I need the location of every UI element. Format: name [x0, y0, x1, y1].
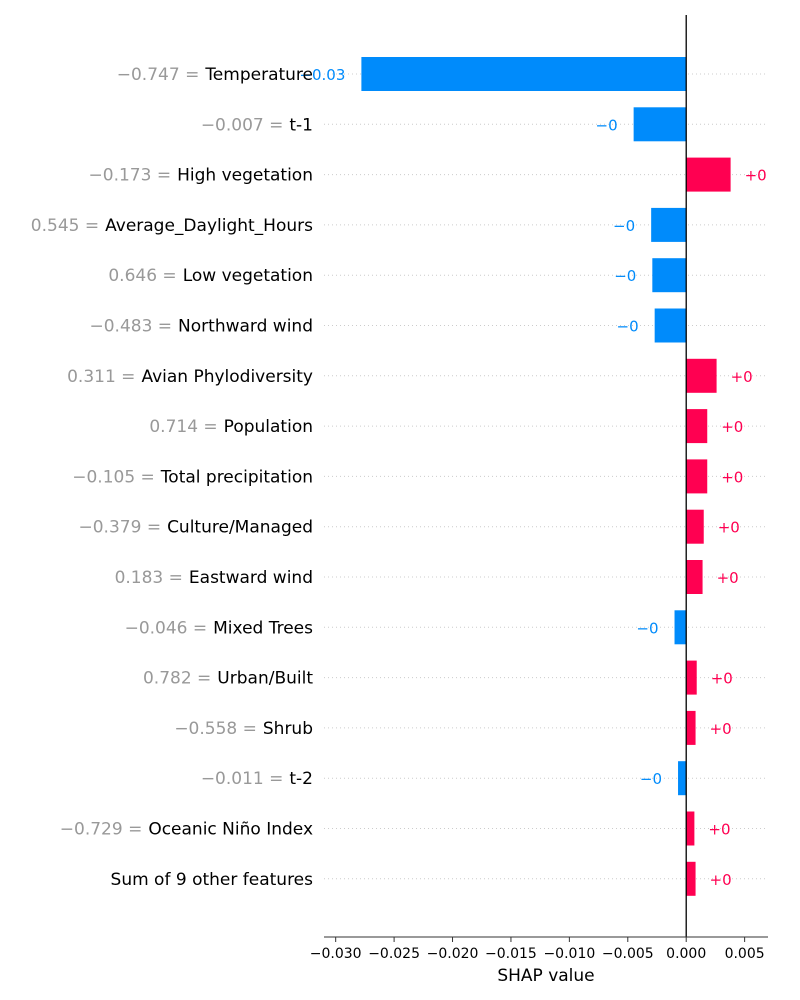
x-tick-label: −0.010 — [543, 946, 595, 962]
bar-mixed-trees — [674, 610, 687, 645]
feature-name: Shrub — [263, 719, 313, 739]
bar-culture-managed — [686, 509, 704, 544]
bar-oceanic-ni-o-index — [686, 811, 695, 846]
x-tick-label: 0.000 — [666, 946, 706, 962]
feature-name: Temperature — [204, 65, 313, 85]
bar-value-label: +0 — [731, 368, 753, 386]
bar-value-label: −0 — [614, 267, 636, 285]
feature-value: −0.558 = — [174, 719, 257, 739]
feature-value: 0.782 = — [143, 669, 211, 689]
bar-average-daylight-hours — [651, 207, 687, 242]
feature-value: 0.311 = — [67, 367, 135, 387]
feature-name: t-1 — [289, 115, 313, 135]
bar-high-vegetation — [686, 157, 731, 192]
feature-value: 0.646 = — [108, 266, 176, 286]
x-tick-label: 0.005 — [725, 946, 765, 962]
bar-total-precipitation — [686, 459, 708, 494]
bar-value-label: +0 — [711, 670, 733, 688]
bar-shrub — [686, 710, 696, 745]
bar-value-label: −0.03 — [299, 66, 345, 84]
x-tick-label: −0.020 — [427, 946, 479, 962]
bar-value-label: +0 — [745, 167, 767, 185]
x-axis-title: SHAP value — [497, 966, 594, 986]
bar-value-label: +0 — [710, 871, 732, 889]
bars — [361, 57, 731, 896]
feature-value: −0.747 = — [117, 65, 200, 85]
bar-value-label: +0 — [717, 569, 739, 587]
bar-value-label: −0 — [640, 770, 662, 788]
feature-name: t-2 — [289, 769, 313, 789]
bar-value-label: +0 — [710, 720, 732, 738]
feature-name: Avian Phylodiversity — [141, 367, 313, 387]
bar-temperature — [361, 57, 687, 91]
feature-value: −0.173 = — [89, 166, 172, 186]
feature-name: Total precipitation — [160, 467, 313, 487]
bar-value-label: −0 — [613, 217, 635, 235]
feature-name: Sum of 9 other features — [111, 870, 314, 890]
bar-t-2 — [678, 761, 687, 796]
bar-population — [686, 409, 708, 444]
feature-value: 0.183 = — [115, 568, 183, 588]
feature-value: −0.483 = — [89, 317, 172, 337]
bar-value-label: +0 — [721, 418, 743, 436]
feature-name: Mixed Trees — [213, 618, 313, 638]
feature-value: −0.379 = — [79, 518, 162, 538]
x-tick-label: −0.030 — [310, 946, 362, 962]
x-tick-label: −0.025 — [368, 946, 420, 962]
x-tick-label: −0.015 — [485, 946, 537, 962]
feature-name: Culture/Managed — [167, 518, 313, 538]
feature-name: Low vegetation — [183, 266, 313, 286]
feature-name: Average_Daylight_Hours — [105, 216, 313, 236]
bar-t-1 — [633, 107, 687, 142]
feature-name: Population — [224, 417, 313, 437]
bar-urban-built — [686, 660, 697, 695]
bar-value-label: +0 — [718, 519, 740, 537]
bar-northward-wind — [654, 308, 687, 343]
feature-value: −0.105 = — [72, 467, 155, 487]
x-axis: −0.030 −0.025 −0.020 −0.015 −0.010 −0.005 0.00… — [310, 15, 768, 962]
bar-low-vegetation — [652, 258, 687, 293]
feature-value: 0.545 = — [31, 216, 99, 236]
feature-value: −0.011 = — [201, 769, 284, 789]
bar-value-label: +0 — [708, 821, 730, 839]
bar-value-label: −0 — [596, 116, 618, 134]
feature-name: Urban/Built — [217, 669, 313, 689]
feature-value: 0.714 = — [149, 417, 217, 437]
feature-name: Eastward wind — [189, 568, 313, 588]
x-tick-label: −0.005 — [602, 946, 654, 962]
bar-value-label: −0 — [617, 318, 639, 336]
bar-eastward-wind — [686, 560, 703, 594]
feature-name: Northward wind — [178, 317, 313, 337]
bar-avian-phylodiversity — [686, 358, 717, 393]
feature-name: Oceanic Niño Index — [148, 820, 313, 840]
feature-name: High vegetation — [177, 166, 313, 186]
feature-value: −0.046 = — [125, 618, 208, 638]
feature-value: −0.729 = — [60, 820, 143, 840]
bar-value-label: +0 — [721, 468, 743, 486]
feature-value: −0.007 = — [201, 115, 284, 135]
bar-sum-of-9-other-features — [686, 861, 696, 896]
bar-value-label: −0 — [636, 619, 658, 637]
